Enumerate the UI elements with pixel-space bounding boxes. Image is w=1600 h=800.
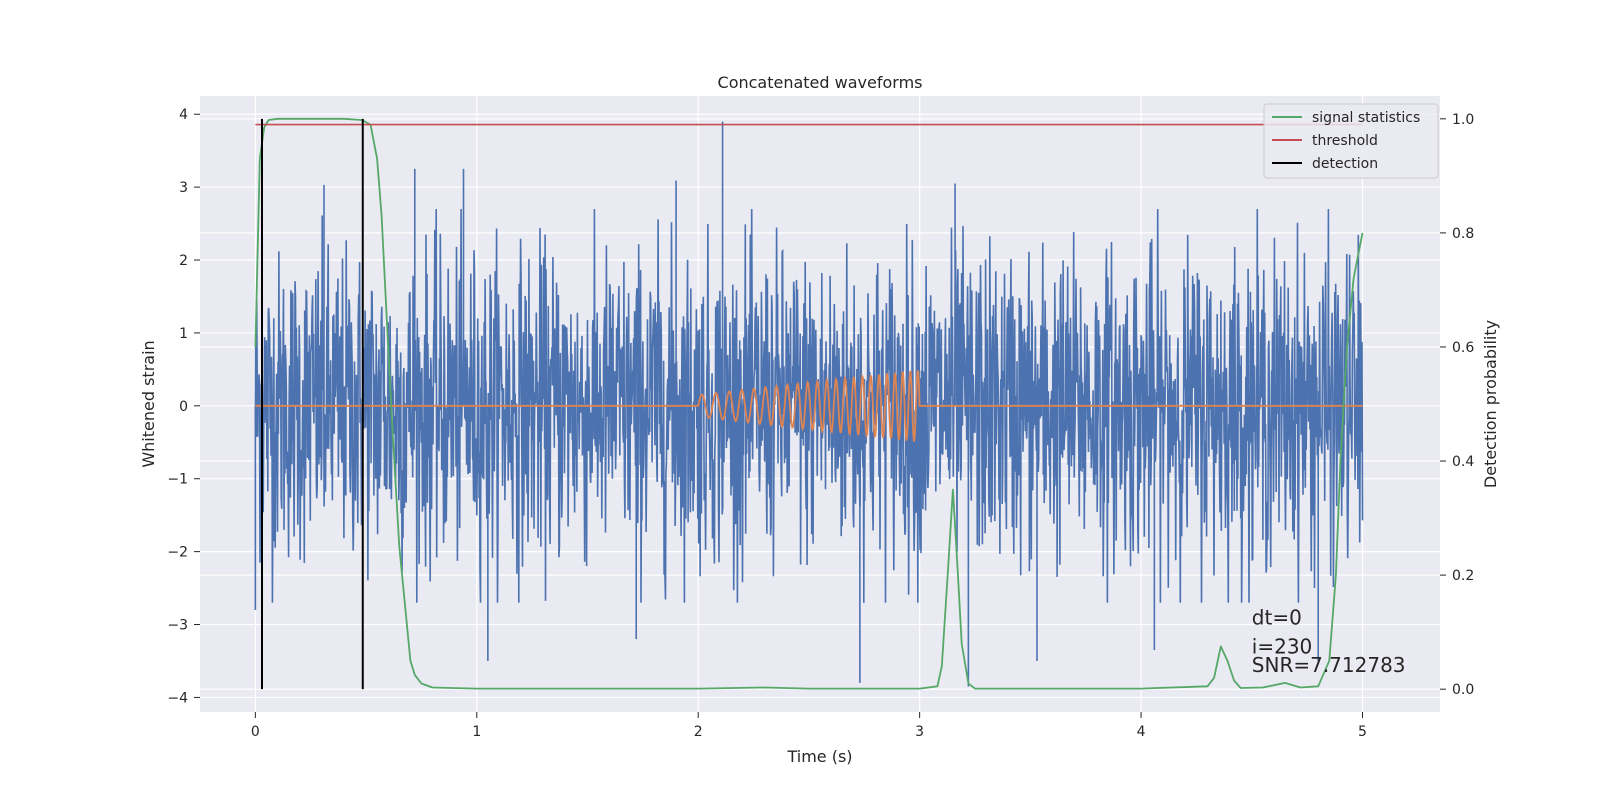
series-chirp-waveform [255, 370, 1363, 442]
y2-tick-label: 0.4 [1452, 454, 1474, 470]
y-tick-label: 2 [179, 253, 188, 269]
y2-tick-label: 0.6 [1452, 340, 1474, 356]
y-tick-label: 4 [179, 107, 188, 123]
series-whitened-strain [254, 208, 1364, 603]
y-axis-right: 0.0 0.2 0.4 0.6 0.8 1.0 [1440, 112, 1474, 698]
annotation-snr: SNR=7.712783 [1252, 653, 1406, 677]
y2-axis-label: Detection probability [1481, 320, 1500, 488]
y2-tick-label: 0.0 [1452, 682, 1474, 698]
x-axis: 0 1 2 3 4 5 [251, 712, 1367, 740]
y-tick-label: 1 [179, 326, 188, 342]
annotations: dt=0 i=230 SNR=7.712783 [1252, 606, 1406, 677]
data-layer [254, 117, 1364, 690]
y-tick-label: −4 [167, 690, 188, 706]
legend-box [1263, 103, 1439, 179]
y-axis-label: Whitened strain [139, 340, 158, 467]
legend: signal statistics threshold detection [1263, 103, 1439, 179]
x-tick-label: 4 [1137, 724, 1146, 740]
y-tick-label: −1 [167, 472, 188, 488]
x-tick-label: 3 [915, 724, 924, 740]
annotation-i: i=230 [1252, 635, 1313, 659]
y2-tick-label: 0.8 [1452, 226, 1474, 242]
x-axis-label: Time (s) [786, 747, 852, 766]
chart-title: Concatenated waveforms [718, 73, 923, 92]
annotation-dt: dt=0 [1252, 606, 1302, 630]
y-axis-left: −4 −3 −2 −1 0 1 2 3 4 [167, 107, 200, 706]
y-tick-label: 3 [179, 180, 188, 196]
legend-label-detection: detection [1312, 156, 1378, 172]
x-tick-label: 5 [1358, 724, 1367, 740]
y2-tick-label: 1.0 [1452, 112, 1474, 128]
y-tick-label: −3 [167, 618, 188, 634]
x-tick-label: 2 [694, 724, 703, 740]
legend-label-signal-statistics: signal statistics [1312, 110, 1420, 126]
x-tick-label: 1 [472, 724, 481, 740]
y2-tick-label: 0.2 [1452, 568, 1474, 584]
x-tick-label: 0 [251, 724, 260, 740]
y-tick-label: 0 [179, 399, 188, 415]
legend-label-threshold: threshold [1312, 133, 1378, 149]
y-tick-label: −2 [167, 545, 188, 561]
series-signal-statistics [254, 117, 1364, 690]
